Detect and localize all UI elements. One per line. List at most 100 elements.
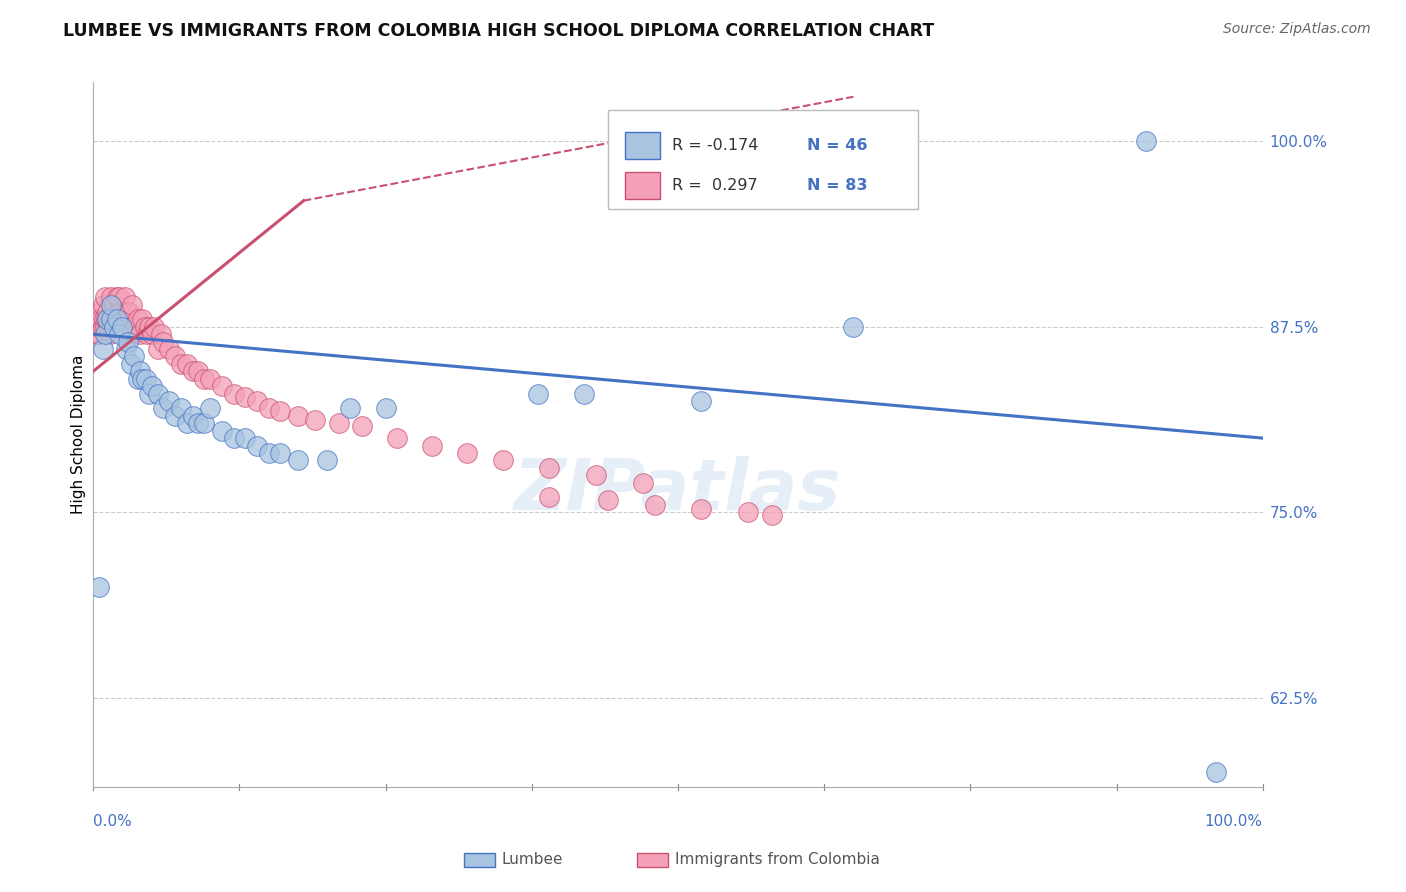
Point (97, 319, 120, 334)
FancyBboxPatch shape (607, 110, 918, 209)
Point (131, 372, 153, 386)
Point (187, 417, 209, 431)
Text: LUMBEE VS IMMIGRANTS FROM COLOMBIA HIGH SCHOOL DIPLOMA CORRELATION CHART: LUMBEE VS IMMIGRANTS FROM COLOMBIA HIGH … (63, 22, 935, 40)
Text: N = 46: N = 46 (807, 138, 868, 153)
Point (115, 305, 138, 319)
Point (538, 491, 561, 505)
Point (596, 493, 619, 508)
Point (96, 312, 118, 326)
Point (103, 297, 125, 311)
Point (100, 297, 122, 311)
Point (108, 327, 131, 342)
Point (737, 505, 759, 519)
Point (328, 417, 350, 431)
Point (257, 446, 280, 460)
Point (491, 453, 513, 467)
Point (108, 305, 131, 319)
Point (105, 290, 128, 304)
Point (124, 319, 146, 334)
Point (165, 409, 187, 423)
Text: R = -0.174: R = -0.174 (672, 138, 758, 153)
Point (121, 297, 143, 311)
Point (134, 319, 156, 334)
Point (93, 312, 115, 326)
Point (157, 342, 180, 356)
Point (269, 404, 291, 418)
Point (108, 319, 131, 334)
Text: N = 83: N = 83 (807, 178, 868, 193)
Point (87, 580, 110, 594)
Point (86, 312, 108, 326)
Point (94, 327, 117, 342)
Point (111, 319, 134, 334)
Point (152, 334, 174, 349)
Point (176, 417, 198, 431)
Point (585, 468, 607, 483)
Point (181, 409, 204, 423)
Text: R =  0.297: R = 0.297 (672, 178, 758, 193)
Point (316, 453, 339, 467)
Point (108, 290, 131, 304)
Point (1205, 765, 1227, 780)
Point (104, 312, 127, 326)
Point (574, 386, 596, 401)
Point (101, 305, 124, 319)
Point (233, 431, 256, 445)
Point (690, 502, 713, 516)
Point (339, 401, 361, 416)
Point (127, 312, 149, 326)
Point (118, 305, 141, 319)
Point (135, 372, 157, 386)
Point (150, 327, 173, 342)
Point (91, 297, 114, 311)
Text: 100.0%: 100.0% (1205, 814, 1263, 829)
Point (90, 312, 112, 326)
Point (198, 401, 221, 416)
Point (198, 372, 221, 386)
Point (304, 413, 326, 427)
Point (146, 342, 169, 356)
Point (100, 312, 122, 326)
Point (96, 305, 118, 319)
Point (456, 446, 478, 460)
Point (211, 424, 233, 438)
Point (114, 290, 136, 304)
FancyBboxPatch shape (626, 172, 661, 199)
Point (120, 319, 142, 334)
Text: Lumbee: Lumbee (502, 853, 564, 867)
Point (136, 327, 159, 342)
Point (129, 364, 152, 378)
Point (94, 319, 117, 334)
Text: 0.0%: 0.0% (93, 814, 132, 829)
Point (138, 319, 160, 334)
Point (187, 364, 209, 378)
Point (138, 386, 160, 401)
Point (100, 290, 122, 304)
Point (105, 319, 128, 334)
Point (181, 364, 204, 378)
Point (352, 419, 374, 434)
Point (287, 409, 309, 423)
Point (257, 401, 280, 416)
Text: ZIPatlas: ZIPatlas (515, 457, 842, 525)
Point (103, 319, 125, 334)
Point (233, 390, 256, 404)
FancyBboxPatch shape (626, 132, 661, 159)
Point (89, 305, 111, 319)
Point (690, 394, 713, 409)
Point (87, 319, 110, 334)
Point (1135, 134, 1157, 148)
Point (422, 438, 444, 452)
Point (122, 319, 145, 334)
Point (131, 312, 153, 326)
Point (98, 327, 121, 342)
Text: Immigrants from Colombia: Immigrants from Colombia (675, 853, 880, 867)
Point (101, 319, 124, 334)
Text: Source: ZipAtlas.com: Source: ZipAtlas.com (1223, 22, 1371, 37)
Point (246, 438, 269, 452)
Point (374, 401, 396, 416)
Point (115, 342, 138, 356)
Point (146, 386, 169, 401)
Point (117, 334, 139, 349)
Point (222, 386, 245, 401)
